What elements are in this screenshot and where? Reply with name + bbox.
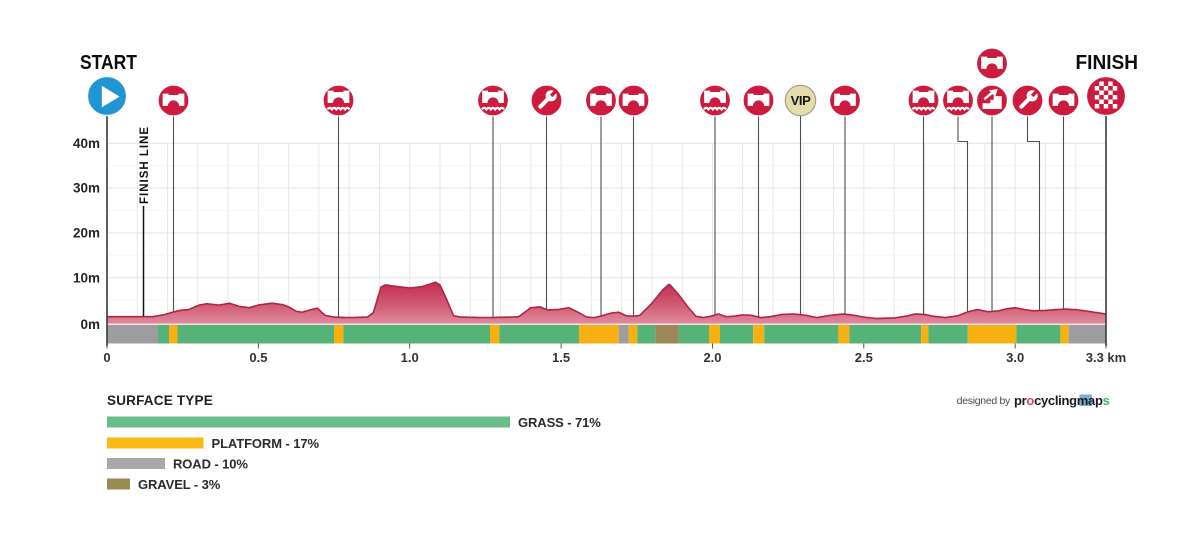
svg-text:SURFACE TYPE: SURFACE TYPE bbox=[107, 393, 213, 408]
svg-text:1.0: 1.0 bbox=[401, 350, 419, 365]
svg-text:ROAD - 10%: ROAD - 10% bbox=[173, 457, 248, 472]
svg-text:0.5: 0.5 bbox=[249, 350, 267, 365]
svg-text:1.5: 1.5 bbox=[552, 350, 570, 365]
svg-text:3.0: 3.0 bbox=[1006, 350, 1024, 365]
svg-text:procyclingmaps: procyclingmaps bbox=[1014, 393, 1110, 408]
svg-text:GRAVEL - 3%: GRAVEL - 3% bbox=[138, 477, 221, 492]
svg-text:20m: 20m bbox=[73, 226, 100, 241]
svg-text:FINISH LINE: FINISH LINE bbox=[139, 126, 151, 204]
svg-text:PLATFORM - 17%: PLATFORM - 17% bbox=[212, 436, 320, 451]
svg-text:30m: 30m bbox=[73, 181, 100, 196]
svg-text:3.3 km: 3.3 km bbox=[1086, 350, 1126, 365]
svg-text:0m: 0m bbox=[80, 317, 100, 332]
svg-text:0: 0 bbox=[103, 350, 110, 365]
svg-text:GRASS - 71%: GRASS - 71% bbox=[518, 415, 601, 430]
svg-text:VIP: VIP bbox=[791, 93, 811, 108]
svg-text:2.0: 2.0 bbox=[703, 350, 721, 365]
svg-text:START: START bbox=[80, 52, 137, 74]
svg-text:10m: 10m bbox=[73, 270, 100, 285]
svg-text:FINISH: FINISH bbox=[1076, 52, 1139, 74]
svg-text:2.5: 2.5 bbox=[855, 350, 873, 365]
svg-text:designed by: designed by bbox=[957, 395, 1011, 407]
svg-text:40m: 40m bbox=[73, 136, 100, 151]
